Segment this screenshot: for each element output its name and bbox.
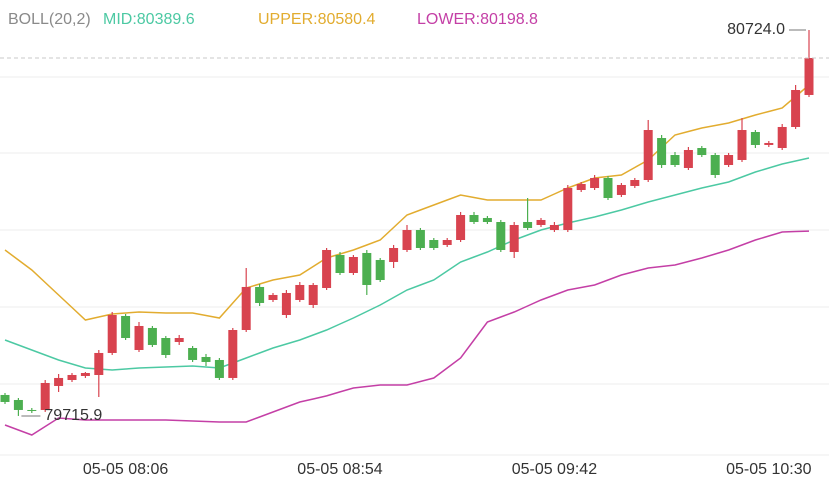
candle-body xyxy=(764,142,774,145)
candle-body xyxy=(737,130,747,160)
candle-body xyxy=(590,177,600,189)
candle-body xyxy=(683,149,693,168)
candle-body xyxy=(643,130,653,181)
candle-body xyxy=(509,224,519,252)
candle-body xyxy=(214,359,224,378)
candle-body xyxy=(549,224,559,231)
candle-body xyxy=(80,372,90,376)
candle-body xyxy=(804,57,814,95)
candle-body xyxy=(362,252,372,285)
candle-body xyxy=(335,255,345,273)
candle-body xyxy=(268,294,278,300)
candle-body xyxy=(188,347,198,360)
candle-body xyxy=(281,292,291,315)
candle-body xyxy=(174,338,184,342)
legend-entry: LOWER:80198.8 xyxy=(417,11,538,28)
candle-body xyxy=(134,325,144,350)
candle-body xyxy=(657,138,667,166)
legend-entry: MID:80389.6 xyxy=(103,11,195,28)
candle-body xyxy=(389,248,399,262)
candle-body xyxy=(563,188,573,231)
candle-body xyxy=(27,409,37,411)
candle-body xyxy=(255,286,265,303)
x-tick-label: 05-05 09:42 xyxy=(512,461,598,478)
candle-body xyxy=(442,239,452,245)
candle-body xyxy=(348,256,358,273)
candle-body xyxy=(308,284,318,306)
candle-body xyxy=(496,222,506,250)
candle-body xyxy=(147,327,157,345)
candle-body xyxy=(228,330,238,378)
candle-body xyxy=(241,286,251,331)
x-tick-label: 05-05 08:54 xyxy=(297,461,383,478)
x-tick-label: 05-05 10:30 xyxy=(726,461,812,478)
band-line xyxy=(4,230,810,436)
candle-body xyxy=(482,217,492,223)
candle-body xyxy=(576,183,586,191)
candle-body xyxy=(295,284,305,300)
candle-body xyxy=(0,394,10,402)
candle-body xyxy=(201,356,211,362)
min-label: 79715.9 xyxy=(44,407,102,424)
candle-body xyxy=(630,180,640,186)
candle-body xyxy=(710,155,720,175)
candle-body xyxy=(94,352,104,375)
candle-body xyxy=(603,177,613,199)
candle-body xyxy=(322,249,332,289)
candle-body xyxy=(107,314,117,353)
candle-body xyxy=(67,374,77,381)
candle-body xyxy=(54,377,64,386)
candle-body xyxy=(536,219,546,225)
indicator-label: BOLL(20,2) xyxy=(8,11,91,28)
candle-body xyxy=(121,315,131,339)
candle-body xyxy=(616,184,626,195)
candle-body xyxy=(791,90,801,127)
candle-body xyxy=(777,126,787,149)
candle-body xyxy=(415,230,425,249)
candle-body xyxy=(13,399,23,410)
band-line xyxy=(4,157,810,371)
candle-body xyxy=(724,155,734,166)
max-label: 80724.0 xyxy=(727,21,785,38)
band-line xyxy=(4,84,810,321)
candle-body xyxy=(375,259,385,281)
candle-body xyxy=(161,338,171,356)
candle-body xyxy=(670,155,680,166)
x-tick-label: 05-05 08:06 xyxy=(83,461,169,478)
candle-body xyxy=(402,230,412,250)
candle-body xyxy=(697,148,707,156)
candle-body xyxy=(40,382,50,410)
candle-body xyxy=(429,239,439,249)
candle-body xyxy=(469,215,479,223)
candle-body xyxy=(523,222,533,228)
candle-body xyxy=(456,215,466,240)
candle-body xyxy=(750,132,760,145)
legend-entry: UPPER:80580.4 xyxy=(258,11,376,28)
